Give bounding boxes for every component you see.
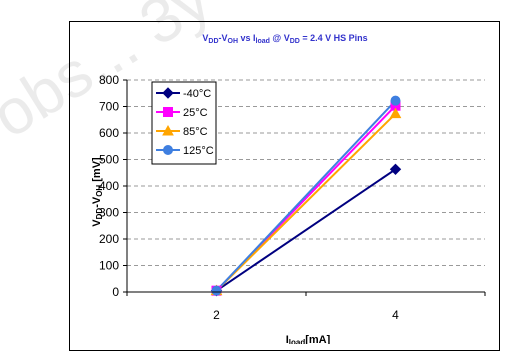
ylabel-sub-dd: DD (95, 208, 104, 220)
y-tick-labels: 0 100 200 300 400 500 600 700 800 (99, 73, 127, 299)
y-tick-label: 600 (99, 126, 119, 140)
ylabel-sub-oh: OH (95, 185, 104, 197)
x-tick-label: 4 (392, 308, 399, 322)
series-line-0 (215, 168, 397, 292)
y-tick-label: 700 (99, 100, 119, 114)
legend-marker (163, 107, 173, 117)
ylabel-unit: [mV] (91, 157, 103, 185)
data-point-2-1 (389, 107, 402, 119)
series-line-2 (215, 112, 397, 292)
legend-label: 125°C (183, 145, 214, 157)
x-axis-title: Iload[mA] (286, 334, 331, 344)
title-rest: = 2.4 V HS Pins (300, 33, 368, 43)
legend-label: -40°C (183, 88, 211, 100)
legend-marker (162, 87, 174, 99)
xlabel-sub-load: load (289, 338, 306, 344)
legend-label: 25°C (183, 107, 208, 119)
y-tick-label: 0 (112, 285, 119, 299)
y-tick-label: 400 (99, 179, 119, 193)
ylabel-dash-v: -V (91, 196, 103, 208)
title-v: V (202, 33, 208, 43)
series-lines (210, 95, 402, 297)
y-tick-label: 500 (99, 153, 119, 167)
title-sub-dd: DD (208, 38, 218, 45)
title-dash-v: -V (219, 33, 228, 43)
legend-marker (162, 124, 174, 136)
data-point-3-0 (211, 285, 222, 296)
title-sub-dd-2: DD (290, 38, 300, 45)
y-tick-label: 100 (99, 259, 119, 273)
x-tick-label: 2 (213, 308, 220, 322)
title-sub-oh: OH (228, 38, 239, 45)
y-tick-label: 300 (99, 206, 119, 220)
title-sub-load: load (256, 38, 270, 45)
title-vs-i: vs I (238, 33, 256, 43)
chart-title: VDD-VOH vs Iload @ VDD = 2.4 V HS Pins (202, 33, 367, 45)
ylabel-v: V (91, 219, 103, 227)
data-point-3-1 (390, 95, 401, 106)
series-line-3 (215, 99, 397, 292)
data-point-0-1 (389, 163, 402, 176)
legend-label: 85°C (183, 126, 208, 138)
legend-marker (163, 145, 173, 155)
xlabel-i: I (286, 334, 289, 344)
legend: -40°C 25°C 85°C 125°C (151, 81, 217, 165)
y-axis-title: VDD-VOH [mV] (91, 157, 104, 227)
xlabel-unit: [mA] (305, 334, 330, 344)
y-tick-label: 200 (99, 232, 119, 246)
title-at-v: @ V (270, 33, 290, 43)
y-tick-label: 800 (99, 73, 119, 87)
